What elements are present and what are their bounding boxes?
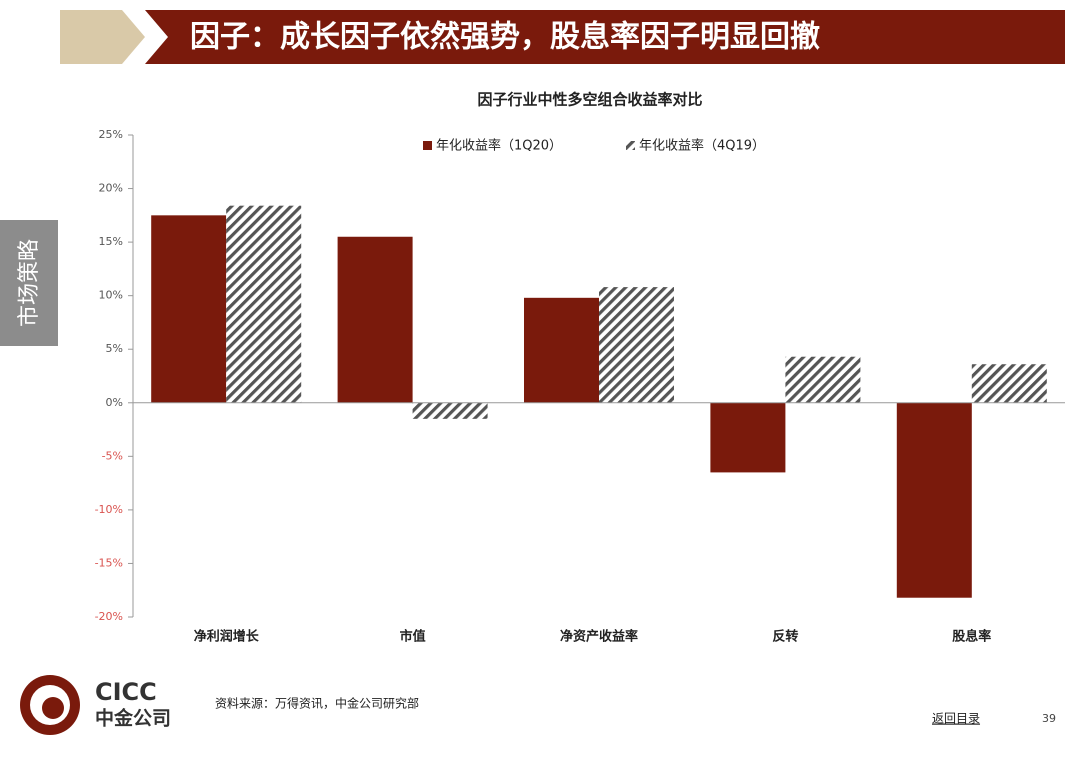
bar xyxy=(785,356,861,403)
legend-swatch xyxy=(423,141,432,150)
chart-title: 因子行业中性多空组合收益率对比 xyxy=(477,91,702,109)
y-tick-label: 0% xyxy=(106,396,123,409)
y-tick-label: -10% xyxy=(95,503,123,516)
y-tick-label: 5% xyxy=(106,342,123,355)
header-chevron xyxy=(60,10,145,64)
bar xyxy=(412,402,488,419)
y-tick-label: -20% xyxy=(95,610,123,623)
bar xyxy=(599,287,674,403)
y-tick-label: -5% xyxy=(102,449,123,462)
logo-cn: 中金公司 xyxy=(95,707,171,730)
x-tick-label: 市值 xyxy=(400,629,426,645)
x-tick-label: 净资产收益率 xyxy=(560,629,638,645)
x-tick-label: 反转 xyxy=(772,629,798,645)
y-tick-label: 10% xyxy=(99,289,123,302)
back-link[interactable]: 返回目录 xyxy=(932,712,980,726)
legend-label: 年化收益率（1Q20） xyxy=(436,138,562,154)
y-tick-label: 25% xyxy=(99,128,123,141)
y-tick-label: 15% xyxy=(99,235,123,248)
y-tick-label: -15% xyxy=(95,556,123,569)
legend-label: 年化收益率（4Q19） xyxy=(639,138,765,154)
bar xyxy=(710,402,786,473)
bar xyxy=(151,215,227,403)
bar xyxy=(337,236,413,403)
bar xyxy=(226,205,302,403)
bar xyxy=(971,364,1047,403)
x-tick-label: 股息率 xyxy=(952,629,991,645)
side-tab-label: 市场策略 xyxy=(17,239,42,327)
header-title: 因子：成长因子依然强势，股息率因子明显回撤 xyxy=(190,20,820,55)
bar xyxy=(896,402,972,598)
source-note: 资料来源：万得资讯，中金公司研究部 xyxy=(215,696,419,711)
x-tick-label: 净利润增长 xyxy=(194,629,260,645)
bar xyxy=(524,297,599,403)
side-tab xyxy=(0,220,58,346)
y-tick-label: 20% xyxy=(99,182,123,195)
header-banner xyxy=(145,10,1065,64)
logo-core xyxy=(42,697,64,719)
logo-en: CICC xyxy=(95,678,157,706)
page-number: 39 xyxy=(1042,712,1056,725)
legend-swatch xyxy=(626,141,635,150)
